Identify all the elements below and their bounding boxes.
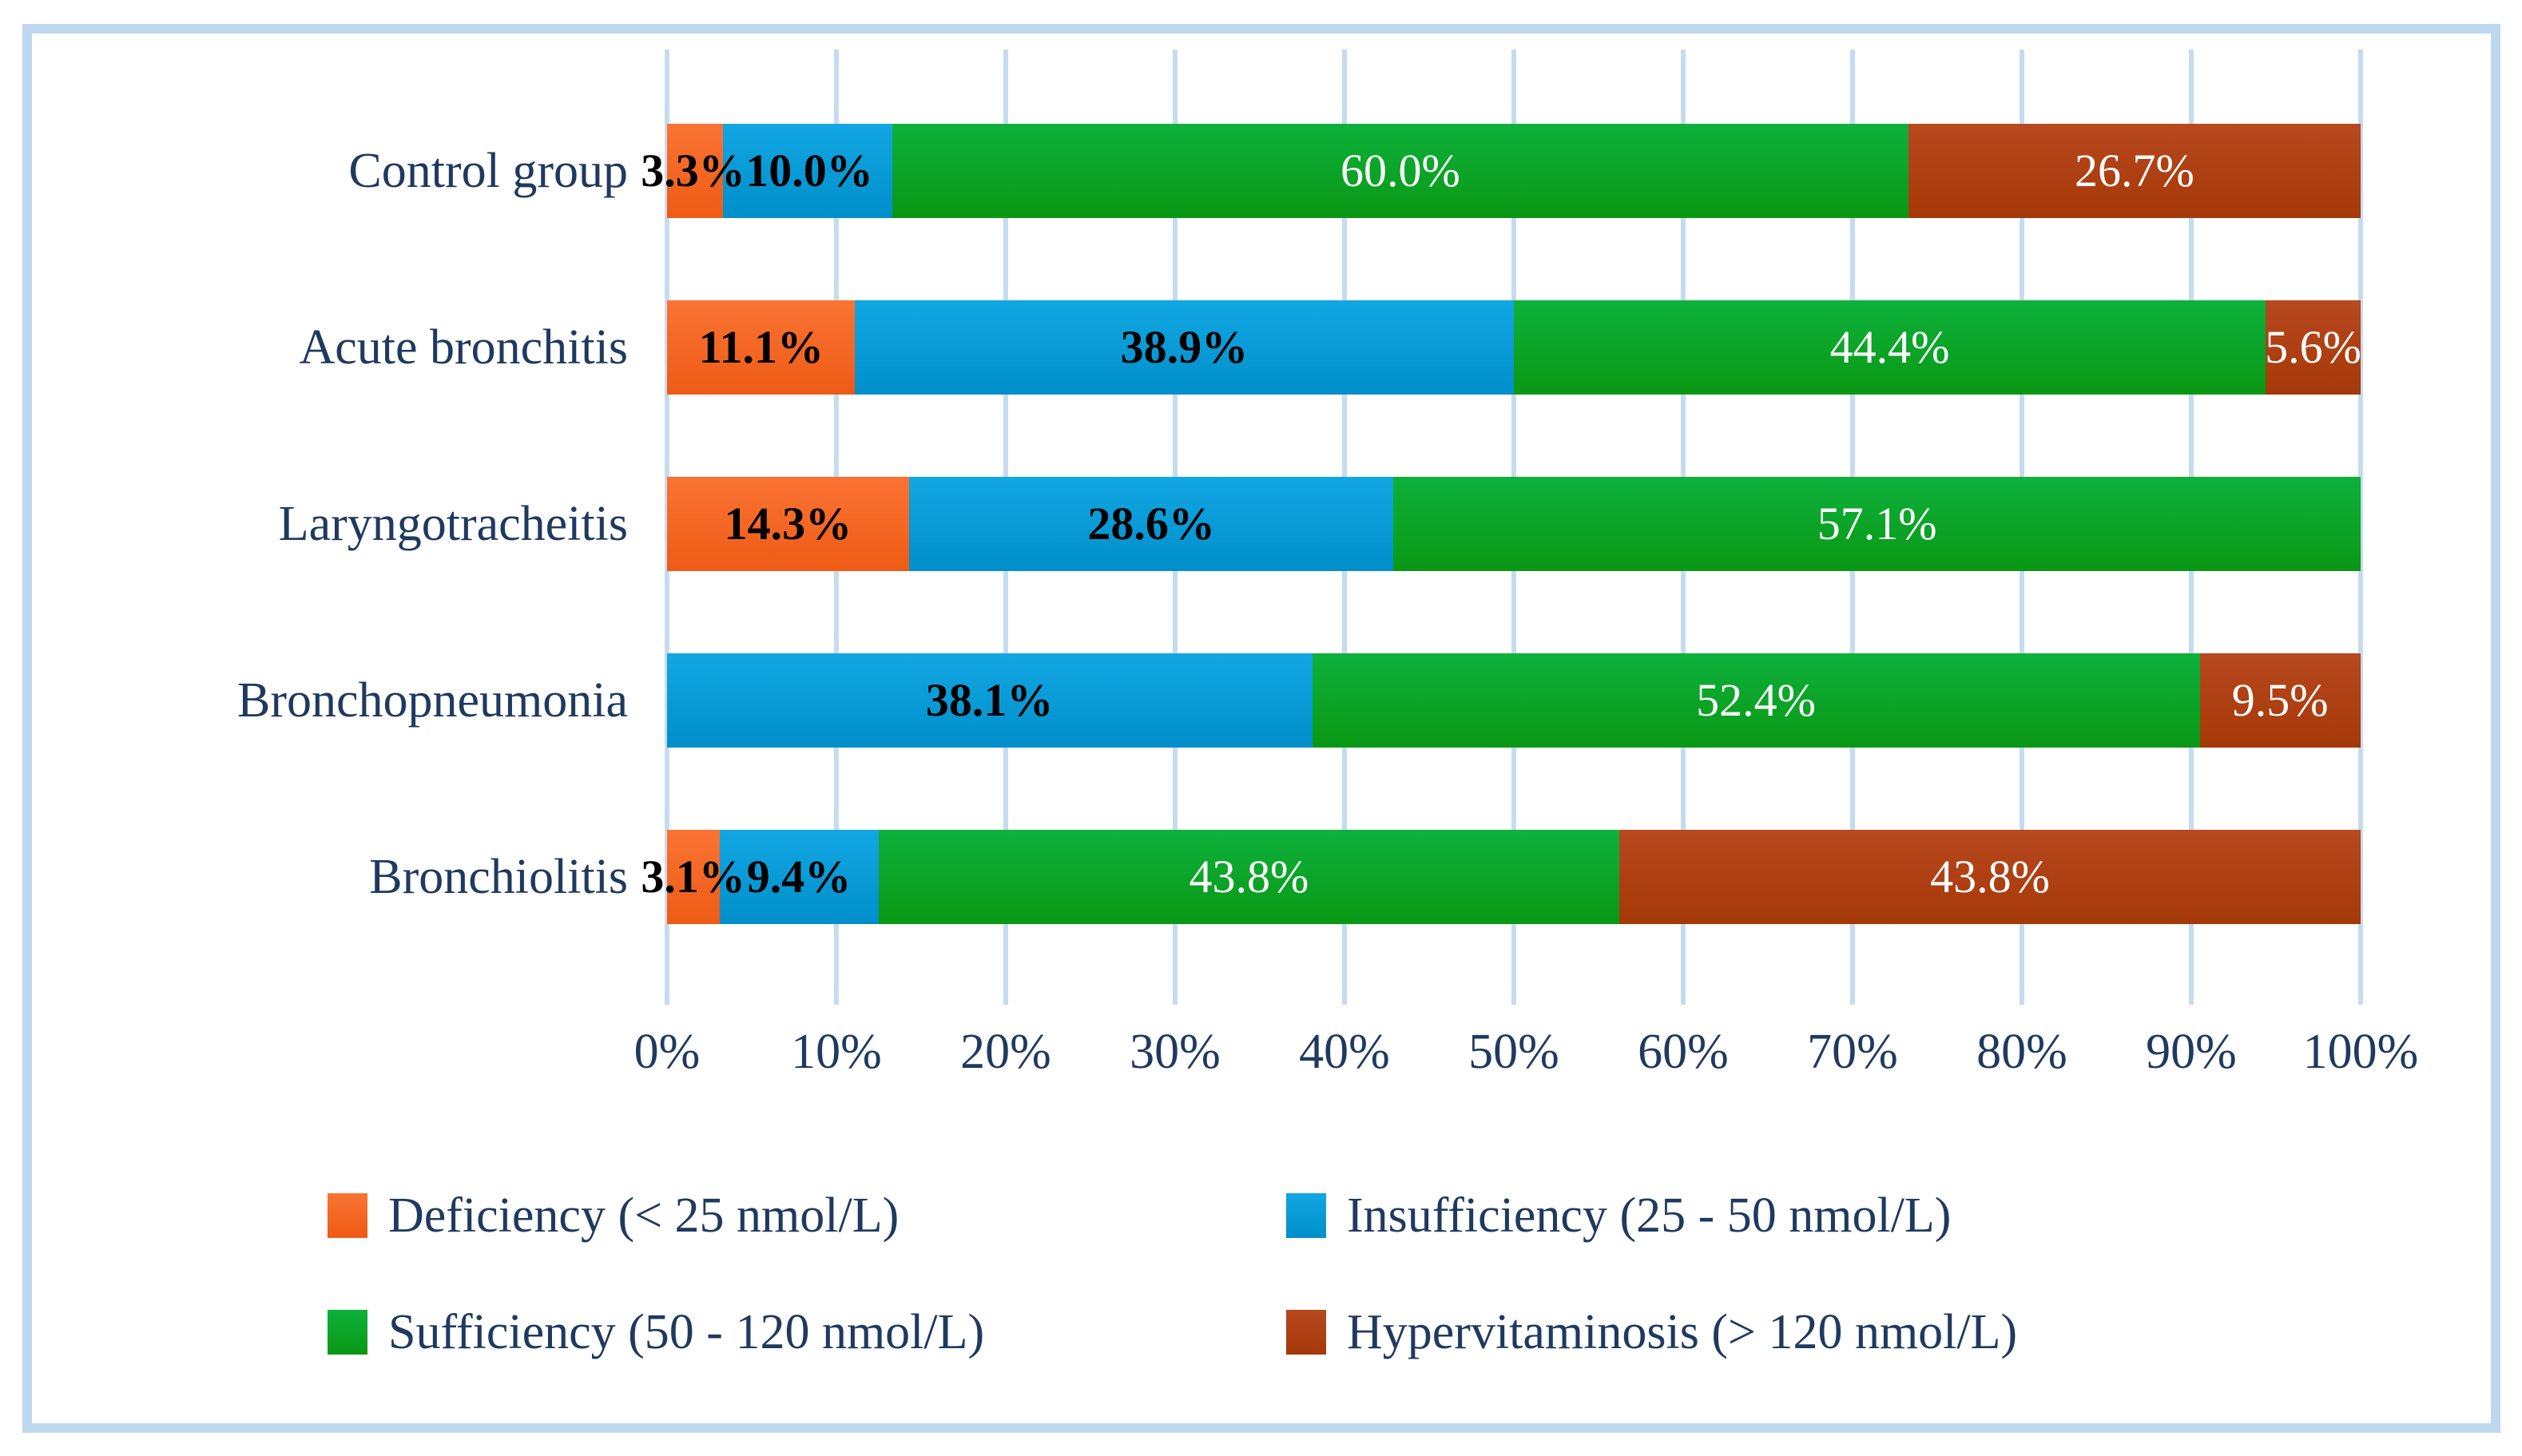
bar-segment [892, 124, 1908, 218]
legend-label-deficiency: Deficiency (< 25 nmol/L) [388, 1188, 900, 1243]
bar-segment [1393, 477, 2361, 571]
bar-value-label: 14.3% [724, 498, 852, 549]
bar-segment [1908, 124, 2361, 218]
axis-tick-label: 80% [1976, 1025, 2067, 1079]
bar-value-label: 43.8% [1930, 851, 2050, 903]
axis-tick-label: 60% [1638, 1025, 1729, 1079]
bar-segment [667, 653, 1313, 748]
bar-segment [722, 124, 892, 218]
bar-row: 3.3% 10.0% 60.0% 26.7% [641, 124, 2361, 218]
axis-tick-label: 90% [2146, 1025, 2237, 1079]
bar-value-label: 3.1% [641, 851, 745, 903]
bar-value-label: 9.4% [746, 851, 852, 903]
bar-value-label: 10.0% [745, 145, 873, 196]
bar-segment [909, 477, 1394, 571]
bar-value-label: 43.8% [1189, 851, 1309, 903]
legend-item-insufficiency: Insufficiency (25 - 50 nmol/L) [1286, 1184, 1951, 1248]
axis-tick-label: 40% [1299, 1025, 1390, 1079]
bar-value-label: 38.9% [1120, 321, 1249, 373]
axis-tick-label: 10% [791, 1025, 882, 1079]
bar-segment [2199, 653, 2361, 748]
bar-segment [2266, 300, 2361, 395]
axis-tick-label: 20% [960, 1025, 1051, 1079]
legend-swatch-insufficiency-icon [1286, 1193, 1326, 1238]
category-label: Laryngotracheitis [278, 496, 628, 551]
bar-value-label: 9.5% [2231, 674, 2329, 726]
axis-tick-label: 0% [633, 1025, 701, 1079]
bar-segment [667, 477, 910, 571]
legend-label-insufficiency: Insufficiency (25 - 50 nmol/L) [1347, 1188, 1952, 1243]
axis-tick-label: 70% [1807, 1025, 1898, 1079]
bar-row: 3.1% 9.4% 43.8% 43.8% [641, 830, 2361, 924]
bar-value-label: 11.1% [698, 321, 824, 373]
bar-row: 38.1% 52.4% 9.5% [667, 653, 2361, 748]
legend-swatch-deficiency-icon [328, 1193, 367, 1238]
legend-label-hypervitaminosis: Hypervitaminosis (> 120 nmol/L) [1347, 1304, 2018, 1359]
x-axis: 0% 10% 20% 30% 40% 50% 60% 70% 80% 90% 100% [634, 1024, 2419, 1088]
bar-value-label: 60.0% [1340, 145, 1460, 196]
bar-value-label: 52.4% [1696, 674, 1816, 726]
category-label: Bronchopneumonia [236, 672, 628, 728]
bar-value-label: 57.1% [1817, 498, 1937, 549]
gridline [2358, 50, 2363, 1005]
legend-item-hypervitaminosis: Hypervitaminosis (> 120 nmol/L) [1286, 1300, 2017, 1364]
bar-value-label: 28.6% [1087, 498, 1215, 549]
category-label: Bronchiolitis [369, 849, 628, 904]
legend-label-sufficiency: Sufficiency (50 - 120 nmol/L) [388, 1304, 985, 1359]
bar-segment [667, 830, 720, 924]
bar-segment [667, 300, 856, 395]
category-label: Acute bronchitis [299, 319, 628, 375]
bar-segment [719, 830, 879, 924]
bar-segment [1312, 653, 2200, 748]
bar-value-label: 3.3% [641, 145, 745, 196]
bar-value-label: 38.1% [925, 674, 1054, 726]
bar-segment [667, 124, 723, 218]
bar-value-label: 26.7% [2074, 145, 2194, 196]
bar-segment [878, 830, 1620, 924]
axis-tick-label: 30% [1130, 1025, 1221, 1079]
bar-segment [1514, 300, 2266, 395]
bar-value-label: 5.6% [2265, 321, 2361, 373]
bar-row: 11.1% 38.9% 44.4% 5.6% [667, 300, 2361, 395]
legend-item-deficiency: Deficiency (< 25 nmol/L) [328, 1184, 899, 1248]
bar-segment [855, 300, 1514, 395]
bar-value-label: 44.4% [1829, 321, 1950, 373]
bar-row: 14.3% 28.6% 57.1% [667, 477, 2361, 571]
bar-segment [1619, 830, 2361, 924]
axis-tick-label: 100% [2302, 1025, 2419, 1079]
legend-swatch-sufficiency-icon [328, 1310, 367, 1355]
axis-tick-label: 50% [1468, 1025, 1559, 1079]
legend-swatch-hypervitaminosis-icon [1286, 1310, 1326, 1355]
category-label: Control group [348, 143, 628, 198]
legend-item-sufficiency: Sufficiency (50 - 120 nmol/L) [328, 1300, 984, 1364]
